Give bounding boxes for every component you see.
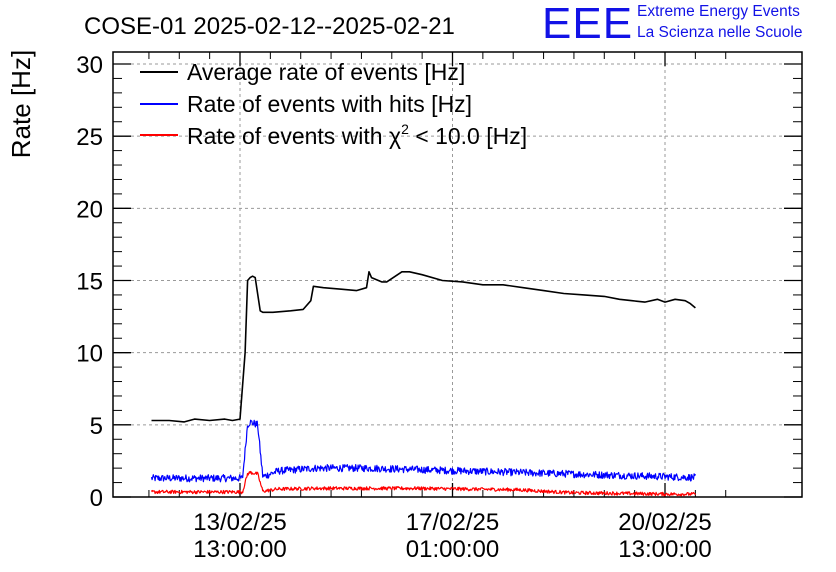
legend-label-chi2: Rate of events with χ2 < 10.0 [Hz] xyxy=(187,121,527,149)
x-tick-label-date: 13/02/25 xyxy=(193,509,286,536)
legend-label-average: Average rate of events [Hz] xyxy=(187,59,465,85)
series-rate-with-hits xyxy=(150,419,696,483)
legend: Average rate of events [Hz] Rate of even… xyxy=(140,59,527,149)
logo-line-2: La Scienza nelle Scuole xyxy=(637,24,803,41)
grid xyxy=(113,52,802,497)
eee-logo: EEE Extreme Energy Events La Scienza nel… xyxy=(542,2,832,46)
plot-frame xyxy=(112,51,803,498)
x-tick-label-time: 01:00:00 xyxy=(406,536,499,563)
y-tick-label: 30 xyxy=(76,52,103,79)
y-tick-label: 15 xyxy=(76,269,103,296)
x-tick-label-time: 13:00:00 xyxy=(618,536,711,563)
logo-line-1: Extreme Energy Events xyxy=(637,3,800,20)
eee-logo-mark: EEE xyxy=(542,0,634,48)
series-average-rate xyxy=(151,271,696,423)
axes: 05101520253013/02/2513:00:0017/02/2501:0… xyxy=(76,52,802,563)
y-tick-label: 25 xyxy=(76,124,103,151)
legend-label-hits: Rate of events with hits [Hz] xyxy=(187,91,472,117)
y-tick-label: 10 xyxy=(76,341,103,368)
series-layer xyxy=(150,271,696,497)
y-axis-label: Rate [Hz] xyxy=(6,50,36,158)
x-tick-label-date: 20/02/25 xyxy=(618,509,711,536)
y-tick-label: 5 xyxy=(90,413,103,440)
y-tick-label: 0 xyxy=(90,485,103,512)
y-tick-label: 20 xyxy=(76,196,103,223)
x-tick-label-time: 13:00:00 xyxy=(193,536,286,563)
series-rate-chi2 xyxy=(150,470,696,497)
x-tick-label-date: 17/02/25 xyxy=(406,509,499,536)
chart-title: COSE-01 2025-02-12--2025-02-21 xyxy=(84,13,455,40)
